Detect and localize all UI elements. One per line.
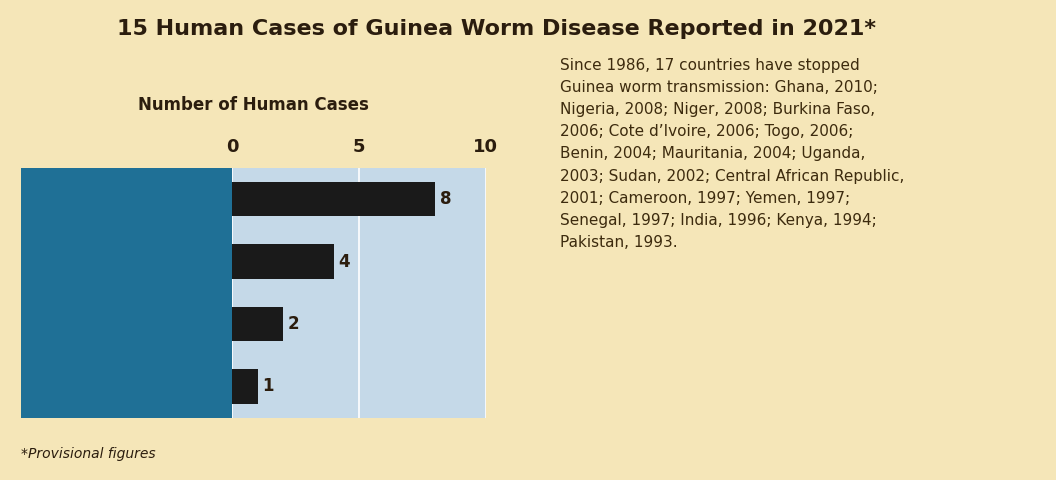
Text: Chad: Chad	[171, 190, 222, 208]
Text: *Provisional figures: *Provisional figures	[21, 447, 155, 461]
Text: 15 Human Cases of Guinea Worm Disease Reported in 2021*: 15 Human Cases of Guinea Worm Disease Re…	[117, 19, 875, 39]
Text: Number of Human Cases: Number of Human Cases	[138, 96, 369, 114]
Bar	[232, 369, 258, 404]
Text: South Sudan: South Sudan	[93, 252, 222, 271]
Text: 8: 8	[439, 190, 451, 208]
Bar	[232, 307, 283, 341]
Bar	[232, 182, 435, 216]
Text: 4: 4	[338, 252, 350, 271]
Text: 2: 2	[287, 315, 299, 333]
Text: 1: 1	[262, 377, 274, 396]
Text: Mali: Mali	[181, 315, 222, 333]
Bar	[232, 244, 334, 279]
Text: Ethiopia: Ethiopia	[139, 377, 222, 396]
Text: Since 1986, 17 countries have stopped
Guinea worm transmission: Ghana, 2010;
Nig: Since 1986, 17 countries have stopped Gu…	[560, 58, 904, 250]
